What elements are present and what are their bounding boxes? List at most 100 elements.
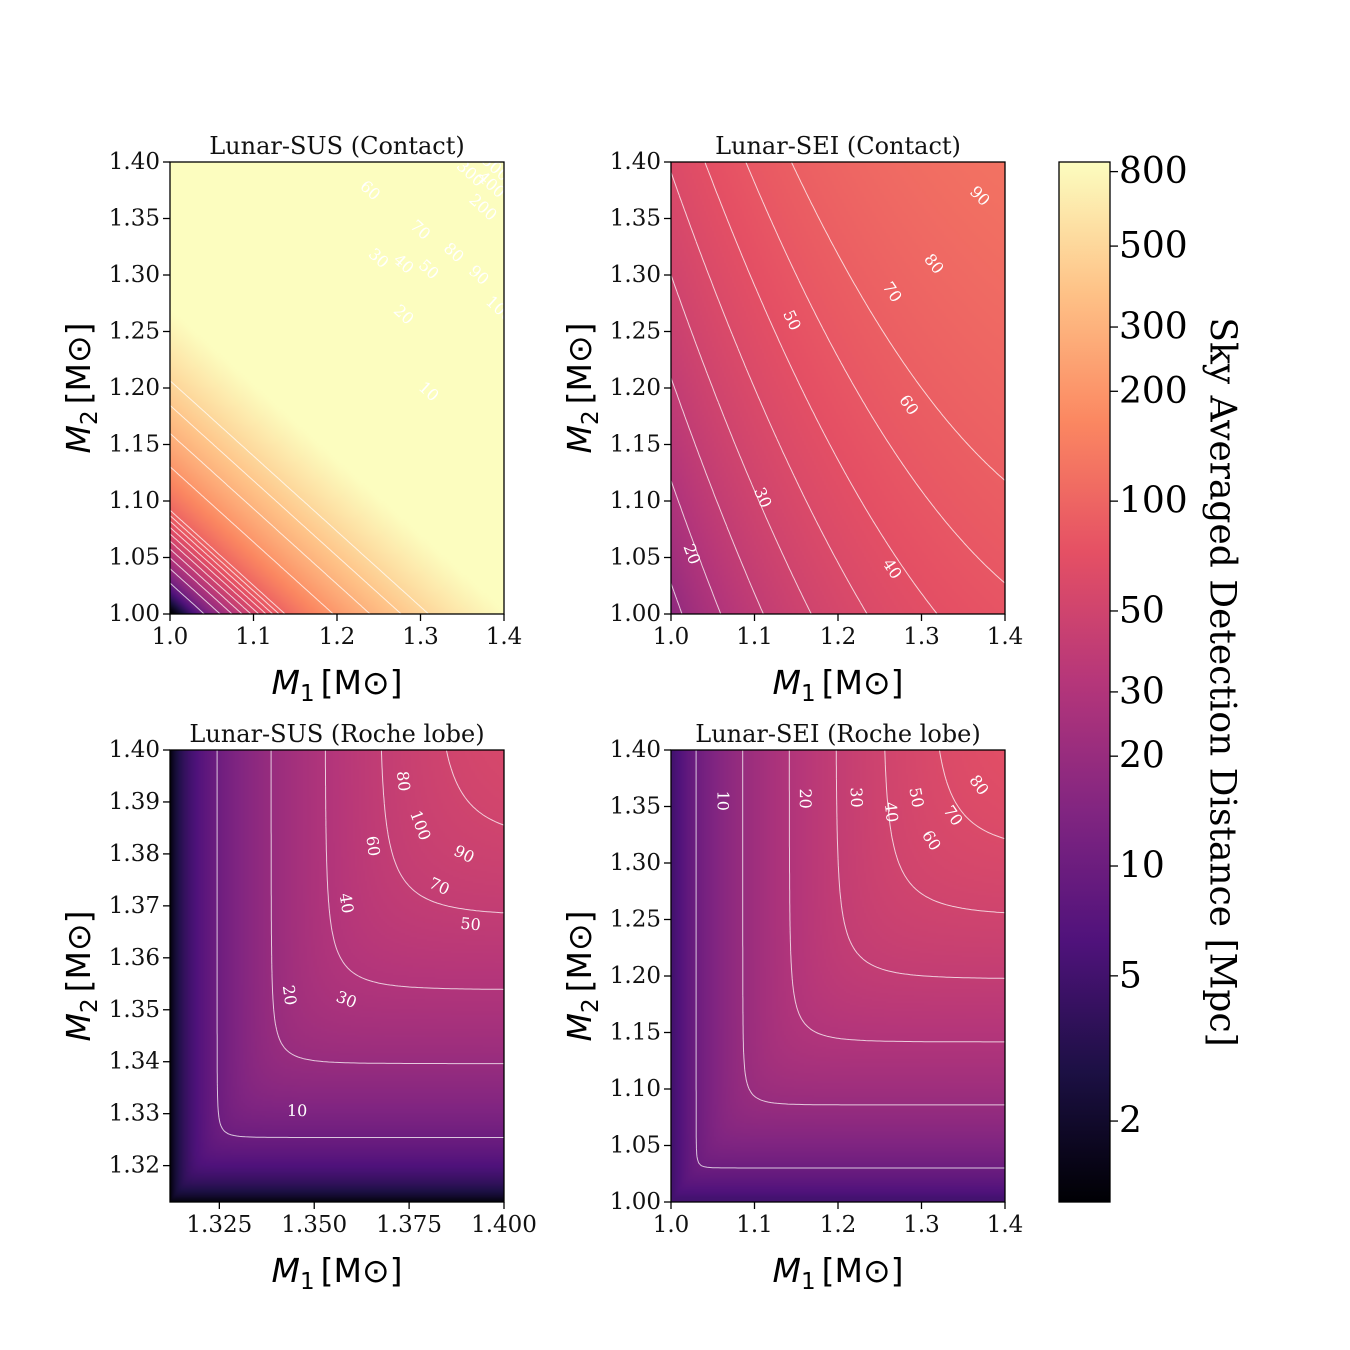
y-axis-label: M2 [M⊙] bbox=[560, 911, 604, 1042]
x-tick-label: 1.2 bbox=[820, 1212, 857, 1238]
contour-line-300 bbox=[169, 433, 371, 615]
y-label-var: M bbox=[560, 1013, 599, 1041]
panel-lunar-sus-contact: 102030405060708090100200300400500Lunar-S… bbox=[59, 132, 522, 707]
y-tick-label: 1.36 bbox=[109, 945, 160, 971]
y-tick-label: 1.20 bbox=[109, 375, 160, 401]
x-tick-label: 1.0 bbox=[152, 624, 189, 650]
x-tick-label: 1.400 bbox=[471, 1212, 537, 1238]
contour-line-50 bbox=[169, 540, 252, 615]
chart-title: Lunar-SEI (Contact) bbox=[715, 132, 961, 160]
colorbar-scale bbox=[1058, 161, 1111, 1203]
x-tick-label: 1.1 bbox=[235, 624, 272, 650]
x-axis-label: M1 [M⊙] bbox=[773, 1251, 904, 1295]
contour-line-10 bbox=[169, 582, 205, 615]
colorbar-label: Sky Averaged Detection Distance [Mpc] bbox=[1202, 317, 1243, 1046]
y-tick-label: 1.30 bbox=[610, 850, 661, 876]
contour-label: 20 bbox=[796, 788, 815, 808]
contour-label: 30 bbox=[847, 787, 867, 808]
chart-title: Lunar-SUS (Contact) bbox=[209, 132, 465, 160]
y-tick-label: 1.05 bbox=[610, 545, 661, 571]
x-axis-label: M1 [M⊙] bbox=[272, 663, 403, 707]
y-tick-label: 1.00 bbox=[610, 1189, 661, 1215]
colorbar-tick-label: 2 bbox=[1119, 1101, 1142, 1142]
colorbar-tick-label: 5 bbox=[1119, 955, 1142, 996]
y-tick-label: 1.00 bbox=[109, 601, 160, 627]
x-tick-label: 1.3 bbox=[903, 624, 940, 650]
y-tick-label: 1.05 bbox=[109, 545, 160, 571]
y-label-unit: [M⊙] bbox=[59, 323, 98, 405]
x-tick-label: 1.350 bbox=[281, 1212, 347, 1238]
x-label-unit: [M⊙] bbox=[822, 663, 904, 702]
y-label-sub: 2 bbox=[77, 410, 103, 425]
y-label-var: M bbox=[59, 1013, 98, 1041]
contour-label: 40 bbox=[881, 801, 902, 823]
colorbar-tick-label: 30 bbox=[1119, 671, 1165, 712]
y-label-var: M bbox=[560, 425, 599, 453]
heatmap-image bbox=[671, 750, 1005, 1202]
contour-label: 80 bbox=[393, 770, 414, 792]
contour-label: 20 bbox=[279, 984, 301, 1007]
contour-label: 10 bbox=[287, 1101, 308, 1120]
x-tick-label: 1.375 bbox=[376, 1212, 442, 1238]
y-tick-label: 1.00 bbox=[610, 601, 661, 627]
y-tick-label: 1.35 bbox=[610, 206, 661, 232]
x-label-sub: 1 bbox=[801, 681, 816, 707]
contour-line-20 bbox=[742, 750, 1005, 1106]
y-tick-label: 1.35 bbox=[109, 997, 160, 1023]
y-axis-label: M2 [M⊙] bbox=[59, 323, 103, 454]
colorbar-tick-label: 100 bbox=[1119, 481, 1188, 522]
colorbar-tick-label: 200 bbox=[1119, 371, 1188, 412]
x-tick-label: 1.0 bbox=[653, 1212, 690, 1238]
chart-title: Lunar-SUS (Roche lobe) bbox=[189, 720, 484, 748]
y-tick-label: 1.38 bbox=[109, 841, 160, 867]
y-label-unit: [M⊙] bbox=[560, 911, 599, 993]
contour-line-400 bbox=[169, 405, 402, 615]
y-label-var: M bbox=[59, 425, 98, 453]
y-label-sub: 2 bbox=[578, 998, 604, 1013]
colorbar-tick-label: 800 bbox=[1119, 151, 1188, 192]
contour-line-70 bbox=[169, 527, 267, 615]
x-label-var: M bbox=[272, 1251, 300, 1290]
x-tick-label: 1.0 bbox=[653, 624, 690, 650]
y-tick-label: 1.25 bbox=[610, 319, 661, 345]
y-tick-label: 1.35 bbox=[610, 794, 661, 820]
x-label-unit: [M⊙] bbox=[822, 1251, 904, 1290]
y-tick-label: 1.05 bbox=[610, 1133, 661, 1159]
contour-line-60 bbox=[939, 749, 1006, 840]
y-tick-label: 1.25 bbox=[109, 319, 160, 345]
y-tick-label: 1.30 bbox=[610, 262, 661, 288]
x-tick-label: 1.4 bbox=[987, 1212, 1024, 1238]
heatmap-image bbox=[170, 162, 504, 614]
y-tick-label: 1.40 bbox=[109, 149, 160, 175]
x-label-var: M bbox=[773, 1251, 801, 1290]
contour-line-90 bbox=[790, 161, 1006, 481]
contour-line-500 bbox=[169, 380, 429, 615]
x-axis-label: M1 [M⊙] bbox=[272, 1251, 403, 1295]
colorbar-tick-label: 10 bbox=[1119, 846, 1165, 887]
chart-title: Lunar-SEI (Roche lobe) bbox=[695, 720, 980, 748]
contour-line-30 bbox=[169, 557, 233, 615]
x-label-var: M bbox=[272, 663, 300, 702]
y-tick-label: 1.20 bbox=[610, 963, 661, 989]
contour-line-90 bbox=[169, 515, 280, 615]
contour-line-30 bbox=[788, 750, 1005, 1043]
contour-line-100 bbox=[169, 509, 286, 615]
x-label-sub: 1 bbox=[300, 1269, 315, 1295]
contour-line-50 bbox=[445, 749, 505, 826]
y-axis-label: M2 [M⊙] bbox=[59, 911, 103, 1042]
contour-label: 60 bbox=[362, 835, 383, 858]
contour-line-80 bbox=[169, 520, 274, 615]
contour-line-40 bbox=[380, 749, 505, 914]
y-tick-label: 1.33 bbox=[109, 1101, 160, 1127]
colorbar-tick-label: 300 bbox=[1119, 307, 1188, 348]
y-tick-label: 1.32 bbox=[109, 1153, 160, 1179]
y-tick-label: 1.37 bbox=[109, 893, 160, 919]
y-label-sub: 2 bbox=[578, 410, 604, 425]
contour-line-30 bbox=[324, 750, 505, 990]
contour-label: 40 bbox=[335, 892, 357, 915]
x-tick-label: 1.3 bbox=[903, 1212, 940, 1238]
y-label-sub: 2 bbox=[77, 998, 103, 1013]
